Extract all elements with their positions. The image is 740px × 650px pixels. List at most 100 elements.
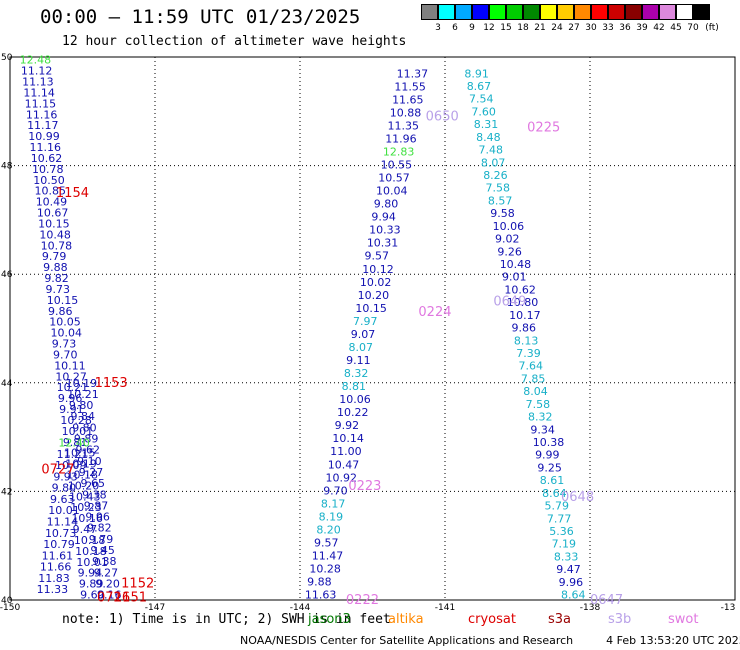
wave-height-value: 9.38 — [82, 488, 107, 501]
wave-height-value: 9.11 — [346, 354, 371, 367]
legend-label: 39 — [636, 23, 648, 33]
pass-time-label: 0726 — [97, 590, 130, 605]
wave-height-value: 10.01 — [76, 556, 108, 569]
wave-height-value: 8.64 — [561, 589, 586, 602]
lon-tick-label: -138 — [580, 603, 601, 613]
lat-tick-label: 46 — [1, 270, 13, 280]
wave-height-value: 9.99 — [535, 449, 560, 462]
wave-height-value: 9.79 — [89, 533, 114, 546]
wave-height-value: 7.48 — [478, 144, 503, 157]
legend-swatch — [455, 4, 472, 20]
wave-height-value: 9.60 — [80, 589, 105, 602]
wave-height-value: 10.78 — [41, 239, 72, 252]
wave-height-value: 5.36 — [549, 525, 574, 538]
wave-height-value: 9.94 — [371, 211, 396, 224]
wave-height-value: 9.87 — [84, 499, 109, 512]
wave-height-value: 10.80 — [507, 296, 538, 309]
legend-label: 12 — [483, 23, 495, 33]
pass-time-label: 0650 — [426, 110, 459, 125]
wave-height-value: 9.45 — [90, 544, 115, 557]
wave-height-value: 10.04 — [50, 327, 82, 340]
wave-height-value: 10.22 — [337, 406, 369, 419]
legend-label: 42 — [653, 23, 665, 33]
wave-height-value: 10.85 — [34, 185, 66, 198]
legend-swatch — [489, 4, 506, 20]
legend-label: 30 — [585, 23, 597, 33]
wave-height-value: 10.21 — [67, 388, 99, 401]
wave-height-value: 10.01 — [48, 504, 80, 517]
wave-height-value: 10.67 — [37, 207, 69, 220]
wave-height-value: 9.82 — [44, 272, 69, 285]
wave-height-value: 9.80 — [72, 421, 97, 434]
wave-height-value: 12.83 — [383, 145, 415, 158]
wave-height-value: 10.33 — [369, 224, 401, 237]
wave-height-value: 9.25 — [537, 461, 562, 474]
wave-height-value: 9.47 — [73, 523, 98, 536]
wave-height-value: 11.96 — [385, 132, 417, 145]
wave-height-value: 11.16 — [30, 141, 62, 154]
wave-height-value: 8.07 — [481, 156, 506, 169]
wave-height-value: 11.21 — [57, 448, 89, 461]
wave-height-value: 9.65 — [80, 477, 105, 490]
legend-label: 18 — [517, 23, 529, 33]
pass-time-label: 0224 — [418, 305, 451, 320]
wave-height-value: 11.14 — [47, 515, 79, 528]
wave-height-value: 11.83 — [38, 572, 70, 585]
wave-height-value: 11.13 — [22, 76, 54, 89]
wave-height-value: 9.07 — [351, 328, 376, 341]
wave-height-value: 8.57 — [488, 194, 513, 207]
wave-height-value: 10.18 — [74, 534, 106, 547]
lon-tick-label: -150 — [0, 603, 20, 613]
legend-unit: (ft) — [705, 23, 719, 33]
pass-time-label: 1152 — [121, 577, 154, 592]
pass-time-label: 0727 — [41, 463, 74, 478]
wave-height-value: 9.86 — [48, 305, 73, 318]
wave-height-value: 11.65 — [392, 93, 424, 106]
wave-height-value: 11.55 — [394, 80, 426, 93]
wave-height-value: 9.96 — [559, 576, 584, 589]
wave-height-value: 8.07 — [348, 341, 373, 354]
wave-height-value: 10.06 — [339, 393, 371, 406]
pass-time-label: 1154 — [56, 186, 89, 201]
legend-swatch — [506, 4, 523, 20]
wave-height-value: 9.63 — [50, 493, 75, 506]
lon-tick-label: -13 — [721, 603, 736, 613]
wave-height-value: 10.31 — [367, 237, 399, 250]
wave-height-value: 10.20 — [358, 289, 390, 302]
satellite-swot: swot — [668, 612, 699, 627]
wave-height-value: 10.57 — [378, 172, 410, 185]
wave-height-value: 11.16 — [26, 108, 58, 121]
pass-time-label: 0647 — [590, 593, 623, 608]
wave-height-value: 10.02 — [360, 276, 392, 289]
satellite-s3a: s3a — [548, 612, 572, 627]
legend-swatch — [438, 4, 455, 20]
wave-height-value: 10.78 — [32, 163, 63, 176]
legend-swatch — [472, 4, 489, 20]
legend-swatch — [676, 4, 693, 20]
wave-height-value: 8.61 — [540, 474, 565, 487]
wave-height-value: 9.70 — [53, 348, 78, 361]
wave-height-value: 10.19 — [66, 377, 98, 390]
wave-height-value: 9.62 — [76, 444, 101, 457]
wave-height-value: 9.80 — [374, 198, 399, 211]
wave-height-value: 8.19 — [319, 510, 344, 523]
satellite-s3b: s3b — [608, 612, 632, 627]
wave-height-value: 8.26 — [483, 169, 508, 182]
wave-height-value: 8.13 — [514, 334, 539, 347]
wave-height-value: 9.58 — [490, 207, 515, 220]
wave-height-value: 7.97 — [353, 315, 378, 328]
footer-note: note: 1) Time is in UTC; 2) SWH is in fe… — [62, 612, 391, 627]
wave-height-value: 9.86 — [511, 322, 536, 335]
wave-height-value: 12.40 — [58, 437, 89, 450]
wave-height-value: 8.67 — [467, 80, 492, 93]
wave-height-value: 10.18 — [75, 545, 107, 558]
wave-height-value: 9.79 — [42, 250, 67, 263]
legend-swatch — [591, 4, 608, 20]
pass-time-label: 0223 — [348, 479, 381, 494]
wave-height-value: 9.34 — [530, 423, 555, 436]
wave-height-value: 10.88 — [390, 106, 422, 119]
wave-height-value: 8.17 — [321, 497, 346, 510]
wave-height-value: 10.62 — [504, 283, 536, 296]
wave-height-value: 7.60 — [471, 105, 496, 118]
generated-timestamp: 4 Feb 13:53:20 UTC 2025 — [606, 634, 740, 647]
